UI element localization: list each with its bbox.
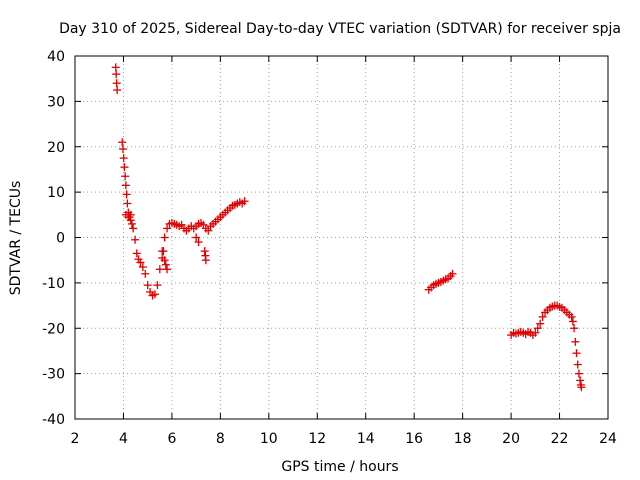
data-point [119, 154, 128, 163]
x-tick-label: 20 [502, 431, 520, 447]
x-tick-label: 10 [260, 431, 278, 447]
y-tick-label: -30 [42, 367, 65, 383]
data-point [571, 337, 580, 346]
data-point [567, 312, 576, 321]
y-tick-label: -20 [42, 321, 65, 337]
data-point [533, 324, 542, 333]
data-point [112, 70, 121, 79]
data-point [576, 376, 585, 385]
x-tick-label: 6 [167, 431, 176, 447]
data-point [570, 324, 579, 333]
data-point [127, 219, 136, 228]
data-point [153, 281, 162, 290]
data-point [201, 256, 210, 265]
data-point [155, 265, 164, 274]
grid-layer [75, 56, 608, 419]
data-point [192, 233, 201, 242]
data-point [163, 265, 172, 274]
data-point [126, 210, 135, 219]
data-point [118, 138, 127, 147]
x-tick-label: 8 [216, 431, 225, 447]
data-point [568, 317, 577, 326]
x-tick-label: 24 [599, 431, 617, 447]
data-point [111, 63, 120, 72]
data-point [240, 197, 249, 206]
data-point [159, 247, 168, 256]
data-point [572, 349, 581, 358]
y-tick-label: -40 [42, 412, 65, 428]
data-point [131, 235, 140, 244]
y-tick-label: 40 [47, 49, 65, 65]
data-point [129, 224, 138, 233]
tick-layer: 2 4 6 8 10 12 14 16 18 20 22 24-40-30-20-1001020304… [42, 49, 617, 447]
data-point [160, 256, 169, 265]
data-point [120, 163, 129, 172]
x-tick-label: 22 [551, 431, 569, 447]
x-tick-label: 4 [119, 431, 128, 447]
data-point [538, 312, 547, 321]
data-point [448, 269, 457, 278]
data-point [112, 79, 121, 88]
data-point [531, 328, 540, 337]
x-axis-label: GPS time / hours [281, 459, 398, 475]
data-points [111, 63, 586, 392]
x-tick-label: 12 [308, 431, 326, 447]
data-point [200, 247, 209, 256]
plot-frame [74, 55, 609, 420]
y-axis-label: SDTVAR / TECUs [8, 181, 24, 296]
data-point [138, 262, 147, 271]
x-tick-label: 16 [405, 431, 423, 447]
data-point [113, 86, 122, 95]
data-point [574, 369, 583, 378]
data-point [122, 190, 131, 199]
data-point [204, 226, 213, 235]
data-point [577, 383, 586, 392]
y-tick-label: 0 [56, 231, 65, 247]
data-point [150, 290, 159, 299]
data-point [536, 319, 545, 328]
x-tick-label: 18 [454, 431, 472, 447]
data-point [573, 360, 582, 369]
data-point [118, 145, 127, 154]
data-point [136, 258, 145, 267]
y-tick-label: 10 [47, 185, 65, 201]
y-tick-label: -10 [42, 276, 65, 292]
data-point [123, 199, 132, 208]
x-tick-label: 14 [357, 431, 375, 447]
data-point [121, 172, 130, 181]
data-point [143, 281, 152, 290]
data-point [163, 224, 172, 233]
data-point [141, 269, 150, 278]
data-point [121, 181, 130, 190]
y-tick-label: 30 [47, 94, 65, 110]
data-point [194, 238, 203, 247]
y-tick-label: 20 [47, 140, 65, 156]
data-point [161, 260, 170, 269]
x-tick-label: 2 [71, 431, 80, 447]
chart-title: Day 310 of 2025, Sidereal Day-to-day VTE… [59, 21, 621, 37]
data-point [132, 249, 141, 258]
data-point [160, 233, 169, 242]
